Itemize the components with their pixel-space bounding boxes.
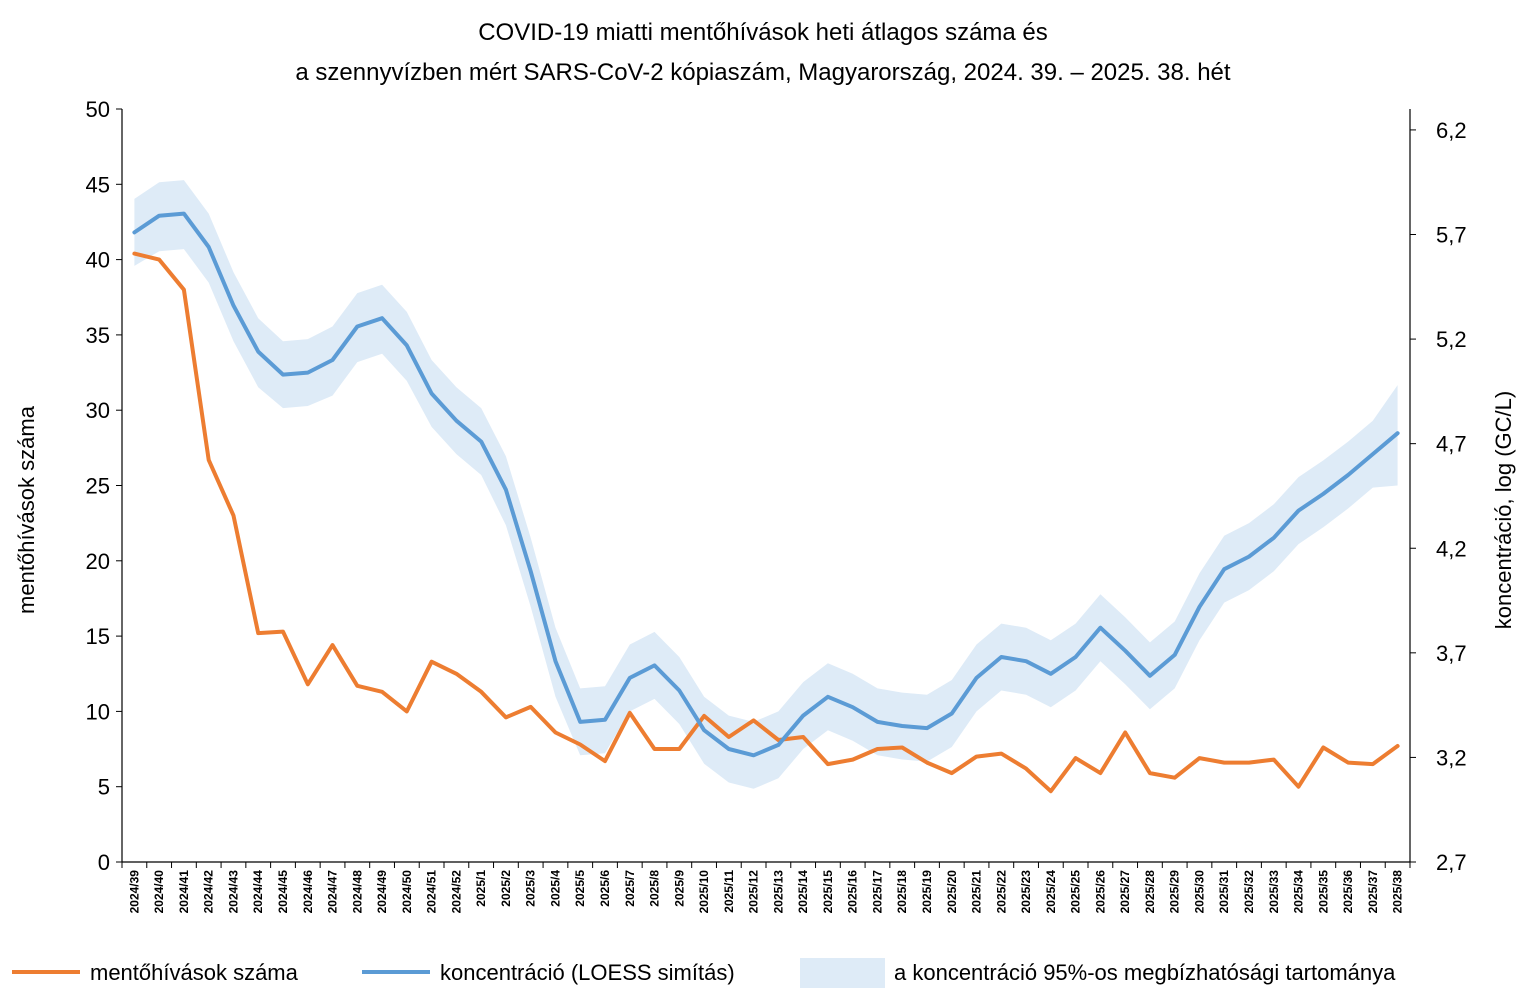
x-tick-label: 2025/16	[846, 870, 860, 914]
x-tick-label: 2025/18	[895, 870, 909, 914]
y-tick-label-left: 15	[86, 624, 110, 649]
x-tick-label: 2024/50	[400, 870, 414, 914]
y-tick-label-right: 4,7	[1436, 432, 1467, 457]
x-tick-label: 2024/39	[127, 870, 141, 914]
y-tick-label-left: 20	[86, 549, 110, 574]
series-lines	[132, 211, 1400, 794]
x-tick-label: 2025/11	[722, 870, 736, 913]
legend-label-koncentracio: koncentráció (LOESS simítás)	[440, 960, 735, 985]
x-tick-label: 2025/17	[871, 870, 885, 914]
y-tick-label-left: 10	[86, 699, 110, 724]
y-tick-label-right: 6,2	[1436, 118, 1467, 143]
y-tick-label-left: 35	[86, 323, 110, 348]
series-line-koncentracio	[132, 211, 1400, 758]
chart-title-line-1: COVID-19 miatti mentőhívások heti átlago…	[478, 19, 1048, 46]
x-tick-label: 2025/27	[1118, 870, 1132, 914]
chart-title-line-2: a szennyvízben mért SARS-CoV-2 kópiaszám…	[295, 59, 1231, 86]
y-tick-label-left: 25	[86, 474, 110, 499]
x-tick-label: 2025/8	[648, 870, 662, 907]
x-tick-label: 2025/5	[573, 870, 587, 907]
series-line-mentohivasok	[132, 251, 1400, 794]
legend-label-mentohivasok: mentőhívások száma	[90, 960, 299, 985]
y-tick-label-left: 50	[86, 97, 110, 122]
x-tick-label: 2024/47	[326, 870, 340, 914]
x-tick-label: 2025/34	[1292, 870, 1306, 914]
x-tick-label: 2025/21	[970, 870, 984, 914]
x-tick-label: 2024/42	[202, 870, 216, 914]
x-tick-label: 2025/9	[672, 870, 686, 907]
y-tick-label-right: 4,2	[1436, 536, 1467, 561]
x-tick-label: 2025/28	[1143, 870, 1157, 914]
x-tick-label: 2025/10	[697, 870, 711, 914]
x-tick-label: 2025/23	[1019, 870, 1033, 914]
y-tick-label-right: 3,7	[1436, 641, 1467, 666]
x-tick-label: 2025/2	[499, 870, 513, 907]
y-tick-label-right: 5,7	[1436, 223, 1467, 248]
legend-label-band: a koncentráció 95%-os megbízhatósági tar…	[894, 960, 1396, 985]
x-tick-label: 2024/44	[251, 870, 265, 914]
x-tick-label: 2025/1	[474, 870, 488, 907]
x-tick-label: 2025/12	[747, 870, 761, 914]
x-tick-label: 2025/25	[1069, 870, 1083, 914]
x-tick-label: 2025/26	[1093, 870, 1107, 914]
confidence-band	[134, 180, 1398, 789]
x-tick-label: 2024/48	[350, 870, 364, 914]
y-tick-label-left: 30	[86, 398, 110, 423]
y-axis-label-right: koncentráció, log (GC/L)	[1491, 391, 1516, 629]
legend-swatch-band	[800, 958, 885, 988]
x-tick-label: 2025/36	[1341, 870, 1355, 914]
x-tick-label: 2024/40	[152, 870, 166, 914]
y-tick-label-left: 0	[98, 850, 110, 875]
x-tick-label: 2024/46	[301, 870, 315, 914]
y-tick-label-left: 45	[86, 172, 110, 197]
x-tick-label: 2025/4	[549, 870, 563, 907]
x-tick-label: 2025/31	[1217, 870, 1231, 914]
x-tick-label: 2024/45	[276, 870, 290, 914]
x-tick-label: 2025/35	[1316, 870, 1330, 914]
x-tick-label: 2025/7	[623, 870, 637, 907]
x-tick-label: 2025/33	[1267, 870, 1281, 914]
x-tick-label: 2025/24	[1044, 870, 1058, 914]
tick-labels: 0 5 10 15 20 25 30 35 40 45 50 2,7 3,2 3,7 4,2 4,7 5,2 5,…	[86, 97, 1467, 913]
x-tick-label: 2024/52	[449, 870, 463, 914]
x-tick-label: 2025/30	[1193, 870, 1207, 914]
x-tick-label: 2025/14	[796, 870, 810, 914]
y-tick-label-left: 40	[86, 248, 110, 273]
x-tick-label: 2024/41	[177, 870, 191, 914]
axes	[116, 108, 1416, 868]
y-axis-label-left: mentőhívások száma	[14, 405, 39, 614]
confidence-band-layer	[134, 180, 1398, 789]
x-tick-label: 2025/37	[1366, 870, 1380, 914]
y-tick-label-left: 5	[98, 775, 110, 800]
x-tick-label: 2025/15	[821, 870, 835, 914]
legend: mentőhívások száma koncentráció (LOESS s…	[12, 958, 1396, 988]
x-tick-label: 2024/43	[227, 870, 241, 914]
x-tick-label: 2025/6	[598, 870, 612, 907]
x-tick-label: 2025/22	[994, 870, 1008, 914]
x-tick-label: 2025/32	[1242, 870, 1256, 914]
x-tick-label: 2025/19	[920, 870, 934, 914]
y-tick-label-right: 3,2	[1436, 745, 1467, 770]
x-tick-label: 2025/3	[524, 870, 538, 907]
x-tick-label: 2025/38	[1391, 870, 1405, 914]
y-tick-label-right: 5,2	[1436, 327, 1467, 352]
x-tick-label: 2025/13	[771, 870, 785, 914]
x-tick-label: 2024/49	[375, 870, 389, 914]
x-tick-label: 2025/20	[945, 870, 959, 914]
x-tick-label: 2025/29	[1168, 870, 1182, 914]
y-tick-label-right: 2,7	[1436, 850, 1467, 875]
x-tick-label: 2024/51	[425, 870, 439, 914]
